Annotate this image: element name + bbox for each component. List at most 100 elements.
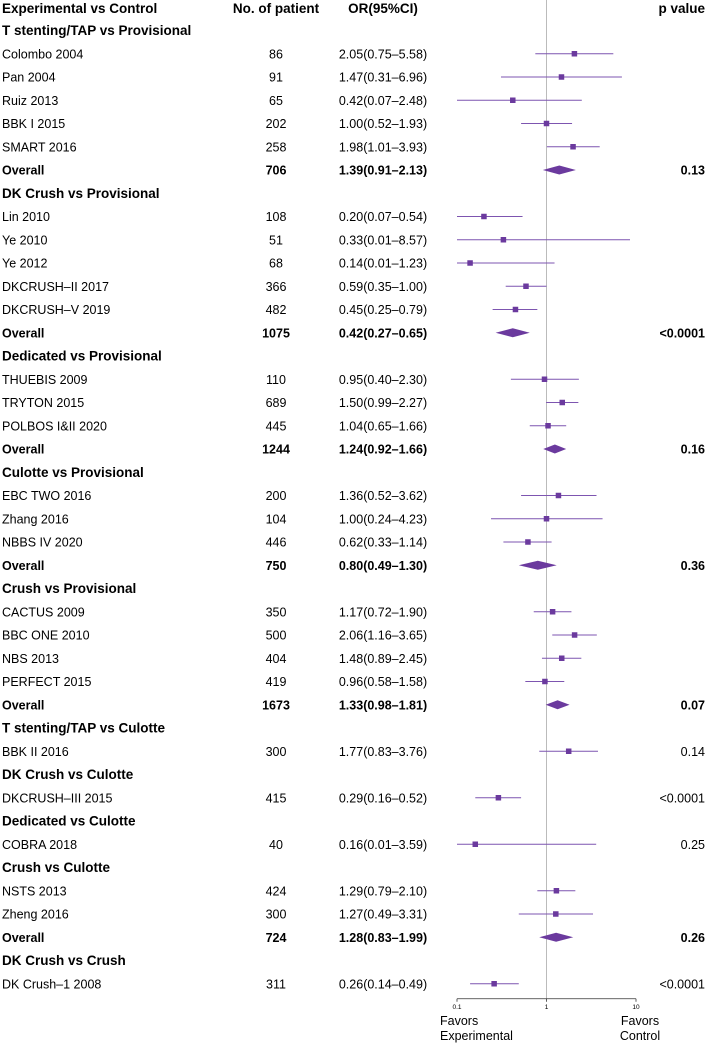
study-label: PERFECT 2015	[2, 675, 91, 689]
study-label: NBBS IV 2020	[2, 536, 83, 550]
overall-row: Overall 750 0.80(0.49–1.30) 0.36	[2, 559, 705, 573]
patient-count: 446	[266, 536, 287, 550]
p-value: 0.07	[681, 698, 705, 712]
point-estimate-square	[555, 492, 562, 499]
p-value: 0.13	[681, 164, 705, 178]
group-row: T stenting/TAP vs Culotte	[2, 721, 166, 736]
odds-ratio-ci: 1.47(0.31–6.96)	[339, 71, 427, 85]
patient-count: 689	[266, 396, 287, 410]
patient-count: 51	[269, 233, 283, 247]
overall-label: Overall	[2, 164, 44, 178]
patient-count: 1075	[262, 326, 290, 340]
patient-count: 724	[266, 931, 287, 945]
group-label: DK Crush vs Culotte	[2, 767, 134, 782]
x-tick-label: 1	[545, 1004, 549, 1011]
rows-layer: T stenting/TAP vs Provisional Colombo 200…	[2, 23, 705, 991]
odds-ratio-ci: 2.06(1.16–3.65)	[339, 629, 427, 643]
point-estimate-square	[472, 841, 479, 847]
point-estimate-square	[565, 748, 572, 754]
study-row: Zheng 2016 300 1.27(0.49–3.31)	[2, 908, 594, 922]
group-label: Crush vs Culotte	[2, 860, 111, 875]
point-estimate-square	[467, 260, 473, 266]
study-label: DK Crush–1 2008	[2, 977, 101, 991]
odds-ratio-ci: 1.33(0.98–1.81)	[339, 698, 427, 712]
study-row: BBK II 2016 300 1.77(0.83–3.76) 0.14	[2, 745, 705, 759]
odds-ratio-ci: 1.39(0.91–2.13)	[339, 164, 427, 178]
study-row: Ye 2010 51 0.33(0.01–8.57)	[2, 233, 631, 247]
patient-count: 350	[266, 605, 287, 619]
odds-ratio-ci: 0.16(0.01–3.59)	[339, 838, 427, 852]
study-row: NBBS IV 2020 446 0.62(0.33–1.14)	[2, 536, 552, 550]
odds-ratio-ci: 0.42(0.27–0.65)	[339, 326, 427, 340]
study-row: DK Crush–1 2008 311 0.26(0.14–0.49) <0.0001	[2, 977, 705, 991]
favors-control-label: Control	[620, 1029, 660, 1043]
overall-row: Overall 1075 0.42(0.27–0.65) <0.0001	[2, 326, 705, 340]
p-value: 0.26	[681, 931, 705, 945]
patient-count: 300	[266, 908, 287, 922]
pooled-estimate-diamond	[542, 165, 576, 175]
patient-count: 108	[266, 210, 287, 224]
patient-count: 415	[266, 791, 287, 805]
study-label: POLBOS I&II 2020	[2, 419, 107, 433]
point-estimate-square	[559, 399, 566, 406]
point-estimate-square	[542, 678, 548, 685]
point-estimate-square	[543, 120, 550, 127]
group-label: T stenting/TAP vs Culotte	[2, 721, 166, 736]
study-label: Lin 2010	[2, 210, 50, 224]
patient-count: 404	[266, 652, 287, 666]
study-label: Ye 2012	[2, 257, 47, 271]
p-value: <0.0001	[659, 977, 705, 991]
odds-ratio-ci: 2.05(0.75–5.58)	[339, 47, 427, 61]
p-value: <0.0001	[659, 326, 705, 340]
study-row: SMART 2016 258 1.98(1.01–3.93)	[2, 140, 600, 154]
study-label: Ruiz 2013	[2, 94, 58, 108]
study-row: NBS 2013 404 1.48(0.89–2.45)	[2, 652, 582, 666]
favors-experimental-label: Favors	[440, 1014, 478, 1028]
odds-ratio-ci: 1.17(0.72–1.90)	[339, 605, 427, 619]
patient-count: 419	[266, 675, 287, 689]
patient-count: 110	[266, 373, 286, 387]
study-label: DKCRUSH–V 2019	[2, 303, 110, 317]
odds-ratio-ci: 0.33(0.01–8.57)	[339, 233, 427, 247]
group-row: Dedicated vs Culotte	[2, 814, 136, 829]
point-estimate-square	[553, 911, 559, 917]
odds-ratio-ci: 0.26(0.14–0.49)	[339, 977, 427, 991]
odds-ratio-ci: 0.45(0.25–0.79)	[339, 303, 427, 317]
patient-count: 202	[266, 117, 287, 131]
point-estimate-square	[510, 97, 516, 103]
odds-ratio-ci: 0.29(0.16–0.52)	[339, 791, 427, 805]
point-estimate-square	[523, 283, 529, 289]
odds-ratio-ci: 1.28(0.83–1.99)	[339, 931, 427, 945]
study-label: BBC ONE 2010	[2, 629, 90, 643]
point-estimate-square	[541, 376, 548, 382]
study-row: EBC TWO 2016 200 1.36(0.52–3.62)	[2, 489, 597, 503]
patient-count: 750	[266, 559, 287, 573]
point-estimate-square	[545, 423, 551, 429]
overall-label: Overall	[2, 559, 44, 573]
patient-count: 706	[266, 164, 287, 178]
study-row: Ruiz 2013 65 0.42(0.07–2.48)	[2, 94, 582, 108]
study-row: NSTS 2013 424 1.29(0.79–2.10)	[2, 884, 576, 898]
patient-count: 68	[269, 257, 283, 271]
study-row: Colombo 2004 86 2.05(0.75–5.58)	[2, 47, 614, 61]
group-label: Dedicated vs Culotte	[2, 814, 136, 829]
overall-label: Overall	[2, 443, 44, 457]
study-label: DKCRUSH–III 2015	[2, 791, 113, 805]
study-label: SMART 2016	[2, 140, 77, 154]
point-estimate-square	[495, 795, 502, 801]
favors-control-label: Favors	[621, 1014, 659, 1028]
patient-count: 200	[266, 489, 287, 503]
group-label: T stenting/TAP vs Provisional	[2, 23, 191, 38]
column-header-or: OR(95%CI)	[348, 1, 418, 16]
group-row: T stenting/TAP vs Provisional	[2, 23, 191, 38]
study-label: CACTUS 2009	[2, 605, 85, 619]
column-header-p-value: p value	[658, 1, 705, 16]
group-label: Culotte vs Provisional	[2, 465, 144, 480]
study-row: CACTUS 2009 350 1.17(0.72–1.90)	[2, 605, 572, 619]
odds-ratio-ci: 0.80(0.49–1.30)	[339, 559, 427, 573]
group-row: DK Crush vs Culotte	[2, 767, 134, 782]
patient-count: 65	[269, 94, 283, 108]
study-label: NBS 2013	[2, 652, 59, 666]
